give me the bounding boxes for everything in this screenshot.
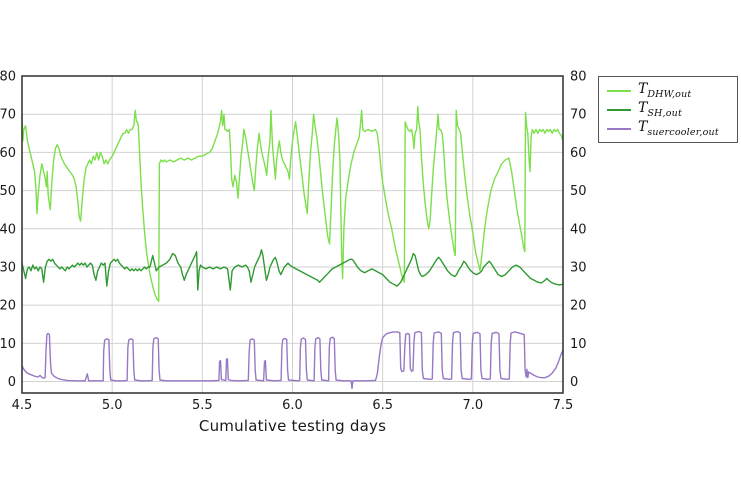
legend: TDHW,out TSH,out Tsuercooler,out: [598, 76, 738, 143]
x-tick-label: 5.0: [102, 398, 123, 413]
sh-line-swatch: [607, 108, 631, 111]
y-tick-label-right: 30: [570, 260, 587, 275]
y-tick-label-left: 60: [0, 146, 16, 161]
x-tick-label: 5.5: [192, 398, 213, 413]
y-tick-label-right: 20: [570, 299, 587, 314]
x-tick-label: 7.5: [553, 398, 574, 413]
x-tick-label: 7.0: [462, 398, 483, 413]
dhw-line-swatch: [607, 89, 631, 92]
series-T_DHW,out: [21, 105, 564, 302]
x-tick-label: 6.5: [372, 398, 393, 413]
y-tick-label-left: 30: [0, 260, 16, 275]
y-tick-label-left: 0: [8, 375, 16, 390]
y-tick-label-right: 40: [570, 222, 587, 237]
plot-frame: [21, 75, 564, 394]
suercooler-line-swatch: [607, 127, 631, 130]
legend-label-suercooler: Tsuercooler,out: [638, 118, 719, 138]
y-tick-label-left: 50: [0, 184, 16, 199]
y-tick-label-right: 60: [570, 146, 587, 161]
y-tick-label-left: 70: [0, 108, 16, 123]
x-tick-label: 4.5: [12, 398, 33, 413]
y-tick-label-left: 10: [0, 337, 16, 352]
legend-label-dhw: TDHW,out: [638, 80, 692, 100]
y-tick-label-right: 10: [570, 337, 587, 352]
y-tick-label-right: 50: [570, 184, 587, 199]
y-tick-label-left: 20: [0, 299, 16, 314]
legend-label-sh: TSH,out: [638, 99, 683, 119]
y-tick-label-right: 80: [570, 70, 587, 85]
series-T_SH,out: [21, 249, 564, 291]
x-axis-title: Cumulative testing days: [198, 417, 387, 435]
x-tick-label: 6.0: [282, 398, 303, 413]
legend-entry-sh: TSH,out: [607, 101, 733, 118]
series-T_suercooler,out: [21, 330, 564, 390]
legend-entry-suercooler: Tsuercooler,out: [607, 120, 733, 137]
y-tick-label-right: 0: [570, 375, 578, 390]
y-tick-label-left: 80: [0, 70, 16, 85]
y-tick-label-left: 40: [0, 222, 16, 237]
legend-entry-dhw: TDHW,out: [607, 82, 733, 99]
y-tick-label-right: 70: [570, 108, 587, 123]
